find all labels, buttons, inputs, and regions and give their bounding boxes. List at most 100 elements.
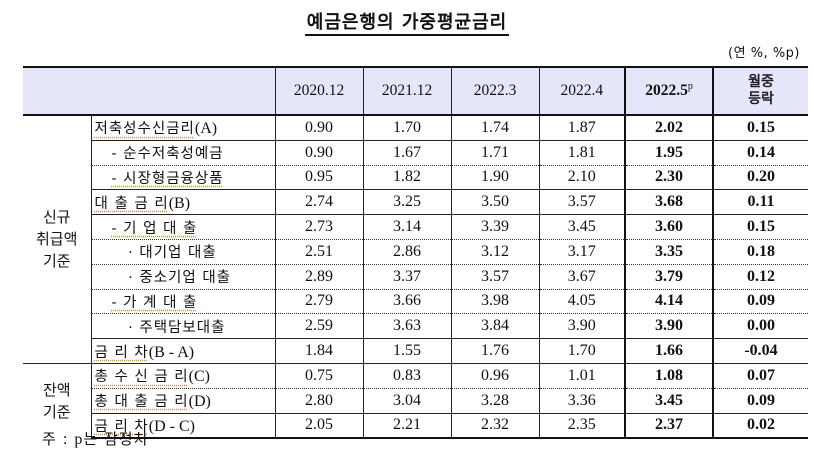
table-row: 대 출 금 리(B) 2.74 3.25 3.50 3.57 3.68 0.11 — [23, 189, 808, 215]
cell-current: 1.66 — [624, 338, 714, 364]
cell-value: 1.82 — [362, 164, 452, 190]
cell-value: 0.96 — [450, 362, 540, 389]
cell-value: 1.70 — [538, 338, 626, 364]
cell-current: 2.37 — [624, 412, 714, 440]
table-row: - 순수저축성예금 0.90 1.67 1.71 1.81 1.95 0.14 — [23, 139, 808, 166]
col-header-period: 2021.12 — [362, 66, 452, 116]
cell-current: 3.68 — [624, 189, 714, 215]
cell-change: 0.02 — [712, 412, 808, 440]
cell-value: 3.57 — [450, 263, 540, 290]
cell-value: 4.05 — [538, 288, 626, 314]
cell-value: 1.71 — [450, 139, 540, 166]
header-row: 2020.12 2021.12 2022.3 2022.4 2022.5p 월중… — [23, 66, 808, 116]
cell-current: 2.02 — [624, 114, 714, 141]
cell-change: 0.14 — [712, 139, 808, 166]
cell-value: 2.74 — [274, 189, 364, 215]
group-label-line: 잔액 — [42, 381, 71, 400]
change-header-line1: 월중 — [748, 74, 774, 90]
cell-value: 3.17 — [538, 238, 626, 265]
table-row: 금 리 차(D - C) 2.05 2.21 2.32 2.35 2.37 0.… — [23, 412, 808, 440]
table-row: · 중소기업 대출 2.89 3.37 3.57 3.67 3.79 0.12 — [23, 263, 808, 290]
cell-value: 2.10 — [538, 164, 626, 190]
row-label: - 기 업 대 출 — [90, 214, 276, 240]
cell-value: 1.74 — [450, 114, 540, 141]
table-title: 예금은행의 가중평균금리 — [0, 8, 814, 36]
col-header-period: 2020.12 — [274, 66, 364, 116]
cell-value: 3.67 — [538, 263, 626, 290]
cell-current: 1.08 — [624, 362, 714, 389]
provisional-marker: p — [687, 81, 693, 93]
cell-value: 2.73 — [274, 214, 364, 240]
cell-value: 3.39 — [450, 214, 540, 240]
cell-value: 2.80 — [274, 387, 364, 414]
group-new-transactions: 신규 취급액 기준 — [23, 114, 92, 364]
cell-value: 0.90 — [274, 114, 364, 141]
cell-value: 1.87 — [538, 114, 626, 141]
current-period: 2022.5 — [645, 82, 688, 100]
cell-value: 3.12 — [450, 238, 540, 265]
cell-value: 1.81 — [538, 139, 626, 166]
cell-current: 3.35 — [624, 238, 714, 265]
cell-value: 3.37 — [362, 263, 452, 290]
cell-value: 2.89 — [274, 263, 364, 290]
unit-label: (연 %, %p) — [728, 46, 800, 61]
cell-change: 0.15 — [712, 114, 808, 141]
cell-value: 3.25 — [362, 189, 452, 215]
cell-current: 3.90 — [624, 313, 714, 339]
row-label: 금 리 차(B - A) — [90, 338, 276, 364]
cell-value: 2.86 — [362, 238, 452, 265]
row-label: · 중소기업 대출 — [90, 263, 276, 290]
cell-value: 1.76 — [450, 338, 540, 364]
cell-value: 2.32 — [450, 412, 540, 440]
group-label-line: 기준 — [42, 252, 71, 271]
cell-value: 3.63 — [362, 313, 452, 339]
cell-current: 3.45 — [624, 387, 714, 414]
cell-change: 0.18 — [712, 238, 808, 265]
header-corner — [23, 66, 276, 116]
change-header-line2: 등락 — [748, 91, 774, 107]
group-label-line: 기준 — [42, 403, 71, 422]
footnote-prefix: 주 : — [42, 430, 75, 448]
table-row: 총 대 출 금 리(D) 2.80 3.04 3.28 3.36 3.45 0.… — [23, 387, 808, 414]
row-label: 대 출 금 리(B) — [90, 189, 276, 215]
table-row: 신규 취급액 기준 저축성수신금리(A) 0.90 1.70 1.74 1.87… — [23, 114, 808, 364]
cell-change: 0.15 — [712, 214, 808, 240]
cell-value: 1.70 — [362, 114, 452, 141]
cell-current: 2.30 — [624, 164, 714, 190]
cell-value: 3.04 — [362, 387, 452, 414]
cell-value: 3.57 — [538, 189, 626, 215]
table-row: · 대기업 대출 2.51 2.86 3.12 3.17 3.35 0.18 — [23, 238, 808, 265]
cell-value: 3.36 — [538, 387, 626, 414]
cell-value: 0.83 — [362, 362, 452, 389]
cell-value: 2.79 — [274, 288, 364, 314]
cell-value: 1.55 — [362, 338, 452, 364]
cell-value: 2.35 — [538, 412, 626, 440]
cell-value: 1.90 — [450, 164, 540, 190]
cell-value: 3.50 — [450, 189, 540, 215]
cell-current: 3.60 — [624, 214, 714, 240]
col-header-current: 2022.5p — [624, 66, 714, 116]
footnote: 주 : p는 잠정치 — [42, 428, 148, 449]
cell-value: 0.75 — [274, 362, 364, 389]
row-label: - 시장형금융상품 — [90, 164, 276, 190]
cell-current: 1.95 — [624, 139, 714, 166]
cell-value: 3.66 — [362, 288, 452, 314]
cell-value: 3.90 — [538, 313, 626, 339]
cell-value: 1.01 — [538, 362, 626, 389]
cell-change: 0.11 — [712, 189, 808, 215]
row-label: - 가 계 대 출 — [90, 288, 276, 314]
group-outstanding-balance: 잔액 기준 — [23, 362, 92, 439]
cell-value: 3.14 — [362, 214, 452, 240]
cell-current: 3.79 — [624, 263, 714, 290]
cell-current: 4.14 — [624, 288, 714, 314]
row-label: - 순수저축성예금 — [90, 139, 276, 166]
table-row: 잔액 기준 총 수 신 금 리(C) 0.75 0.83 0.96 1.01 1… — [23, 362, 808, 439]
row-label: · 주택담보대출 — [90, 313, 276, 339]
row-label: 총 대 출 금 리(D) — [90, 387, 276, 414]
cell-value: 3.84 — [450, 313, 540, 339]
table-row: · 주택담보대출 2.59 3.63 3.84 3.90 3.90 0.00 — [23, 313, 808, 339]
cell-value: 2.59 — [274, 313, 364, 339]
row-label: · 대기업 대출 — [90, 238, 276, 265]
cell-value: 2.21 — [362, 412, 452, 440]
group-label-line: 신규 — [42, 208, 71, 227]
